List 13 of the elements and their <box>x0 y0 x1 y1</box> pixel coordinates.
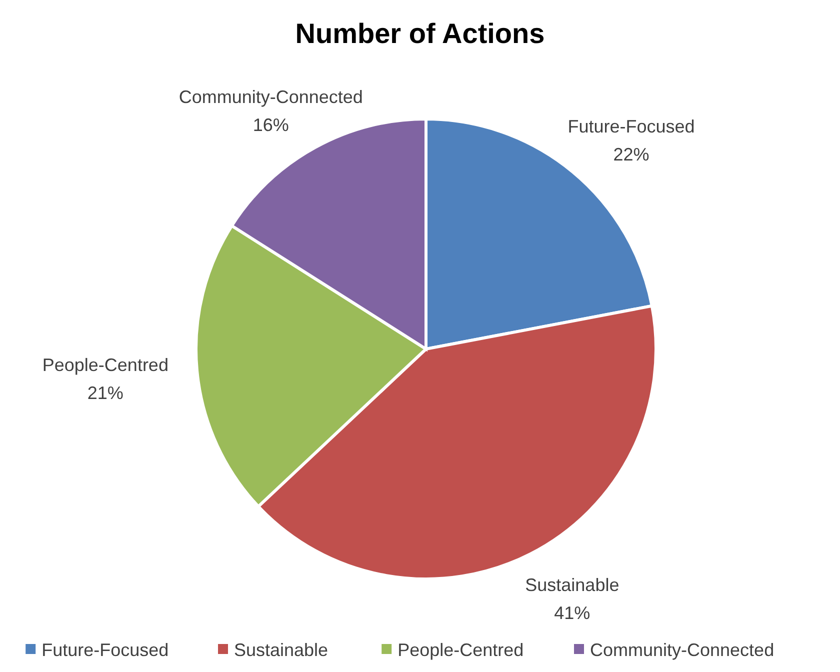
slice-label: People-Centred <box>42 354 168 375</box>
legend-label: Sustainable <box>234 640 328 660</box>
legend-label: Community-Connected <box>590 640 774 660</box>
data-label: 22% <box>613 144 650 164</box>
data-label: 21% <box>87 382 124 403</box>
data-label: 41% <box>554 602 590 623</box>
data-label: 16% <box>252 115 289 136</box>
chart-title: Number of Actions <box>295 18 545 49</box>
legend-label: Future-Focused <box>42 640 169 660</box>
slice-label: Sustainable <box>525 574 620 595</box>
legend-label: People-Centred <box>398 640 524 660</box>
slice-label: Community-Connected <box>178 87 363 108</box>
slice-label: Future-Focused <box>568 116 695 136</box>
